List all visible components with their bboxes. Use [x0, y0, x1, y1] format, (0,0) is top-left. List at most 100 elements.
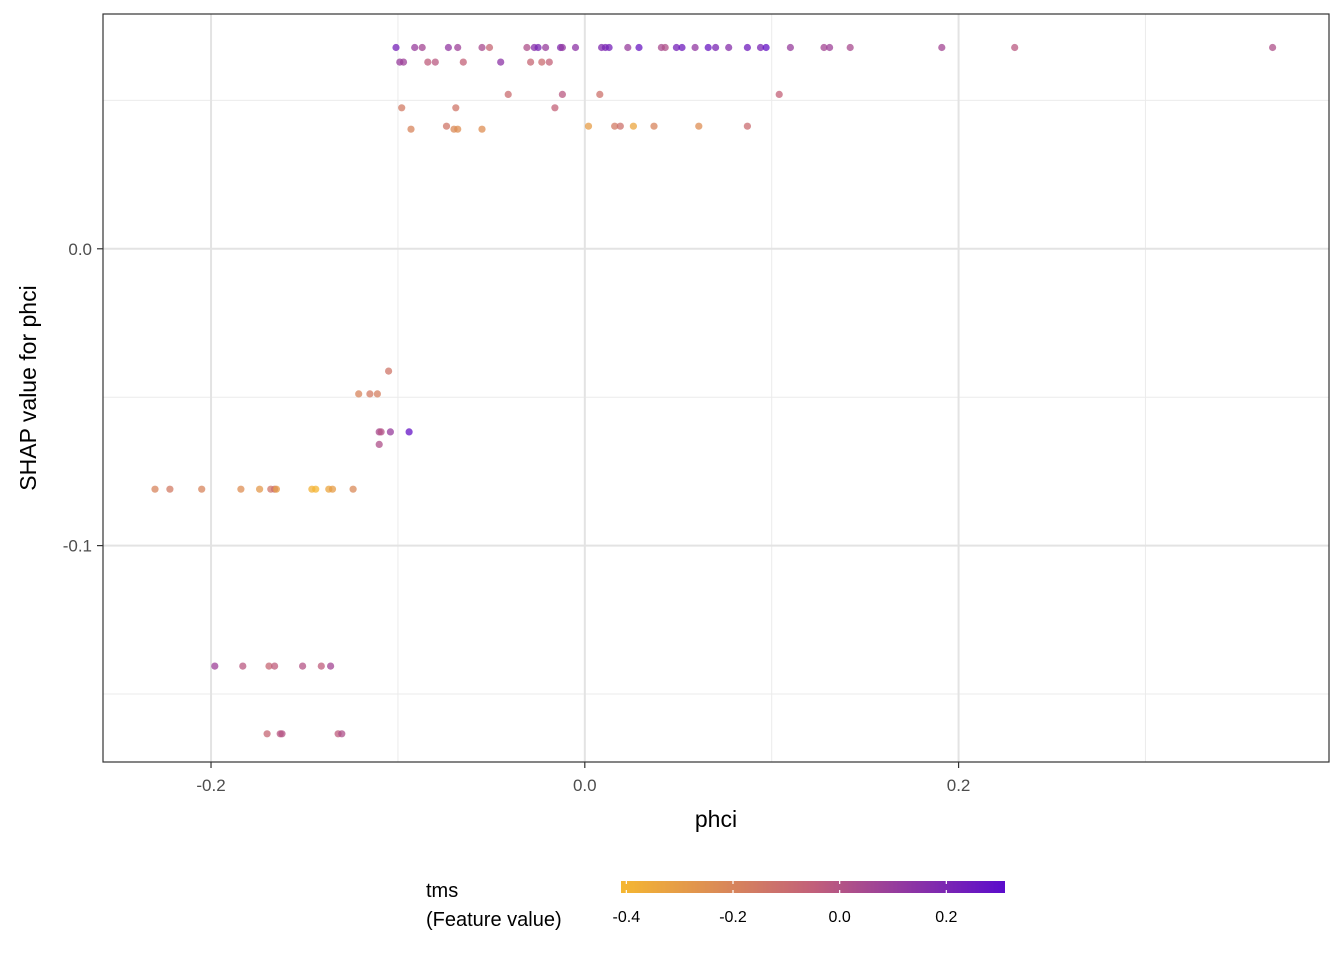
data-point — [704, 43, 712, 52]
data-point — [743, 122, 752, 130]
data-point — [616, 122, 624, 130]
data-point — [762, 43, 770, 52]
data-point — [265, 662, 273, 670]
data-point — [938, 43, 946, 52]
x-tick-label: -0.2 — [196, 776, 225, 795]
data-point — [635, 43, 643, 52]
data-point — [237, 485, 245, 493]
data-point — [1269, 43, 1277, 52]
data-point — [454, 43, 462, 52]
data-point — [198, 485, 206, 493]
data-point — [328, 485, 337, 493]
data-point — [695, 122, 703, 130]
data-point — [411, 43, 419, 52]
y-tick-label: 0.0 — [68, 240, 92, 259]
data-point — [375, 440, 383, 448]
data-point — [312, 485, 320, 493]
colorbar — [621, 881, 1005, 893]
data-point — [624, 43, 632, 52]
data-point — [478, 125, 486, 133]
data-point — [672, 43, 681, 52]
data-point — [151, 485, 159, 493]
data-point — [211, 662, 219, 670]
data-point — [584, 122, 593, 130]
colorbar-ticks: -0.4 -0.2 0.0 0.2 — [613, 881, 958, 926]
data-point — [278, 730, 286, 738]
data-point — [542, 43, 550, 52]
data-point — [431, 58, 439, 66]
data-point — [459, 58, 467, 66]
colorbar-tick-label: -0.4 — [613, 909, 641, 926]
data-points — [151, 43, 1277, 738]
y-axis-title: SHAP value for phci — [15, 285, 41, 490]
data-point — [398, 104, 406, 112]
data-point — [392, 43, 400, 52]
legend-title-line2: (Feature value) — [426, 909, 562, 931]
data-point — [1011, 43, 1019, 52]
data-point — [272, 485, 280, 493]
data-point — [263, 730, 271, 738]
data-point — [385, 367, 393, 375]
colorbar-tick-label: 0.2 — [935, 909, 957, 926]
colorbar-tick-label: -0.2 — [719, 909, 747, 926]
data-point — [650, 122, 658, 130]
minor-gridlines — [103, 14, 1329, 762]
data-point — [355, 390, 363, 398]
data-point — [399, 58, 408, 66]
data-point — [418, 43, 426, 52]
data-point — [571, 43, 580, 52]
data-point — [826, 43, 834, 52]
data-point — [405, 428, 413, 436]
data-point — [452, 104, 460, 112]
data-point — [712, 43, 720, 52]
data-point — [534, 43, 542, 52]
data-point — [527, 58, 535, 66]
colorbar-tick-label: 0.0 — [829, 909, 851, 926]
data-point — [424, 58, 432, 66]
data-point — [538, 58, 546, 66]
data-point — [485, 43, 494, 52]
data-point — [299, 662, 307, 670]
data-point — [373, 390, 381, 398]
data-point — [691, 43, 699, 52]
data-point — [611, 122, 619, 130]
data-point — [338, 730, 346, 738]
data-point — [407, 125, 415, 133]
axis-ticks — [97, 248, 960, 768]
data-point — [454, 125, 462, 133]
data-point — [545, 58, 553, 66]
data-point — [605, 43, 613, 52]
data-point — [386, 428, 394, 436]
data-point — [756, 43, 765, 52]
data-point — [327, 662, 335, 670]
x-axis-title: phci — [695, 806, 737, 832]
data-point — [497, 58, 505, 66]
data-point — [725, 43, 733, 52]
data-point — [661, 43, 669, 52]
plot-panel-border — [102, 13, 1330, 763]
data-point — [786, 43, 795, 52]
data-point — [820, 43, 828, 52]
data-point — [504, 90, 512, 98]
legend-title-line1: tms — [426, 880, 458, 902]
data-point — [629, 122, 638, 130]
data-point — [551, 104, 559, 112]
x-tick-label: 0.2 — [947, 776, 971, 795]
data-point — [478, 43, 486, 52]
tick-labels: -0.2 0.0 0.2 0.0 -0.1 — [63, 240, 971, 795]
data-point — [442, 122, 451, 130]
data-point — [558, 43, 567, 52]
data-point — [239, 662, 247, 670]
data-point — [256, 485, 264, 493]
data-point — [349, 485, 357, 493]
data-point — [271, 662, 279, 670]
data-point — [523, 43, 531, 52]
data-point — [596, 90, 604, 98]
y-tick-label: -0.1 — [63, 537, 92, 556]
major-gridlines — [103, 14, 1329, 762]
data-point — [558, 90, 567, 98]
data-point — [743, 43, 752, 52]
data-point — [775, 90, 783, 98]
data-point — [166, 485, 174, 493]
